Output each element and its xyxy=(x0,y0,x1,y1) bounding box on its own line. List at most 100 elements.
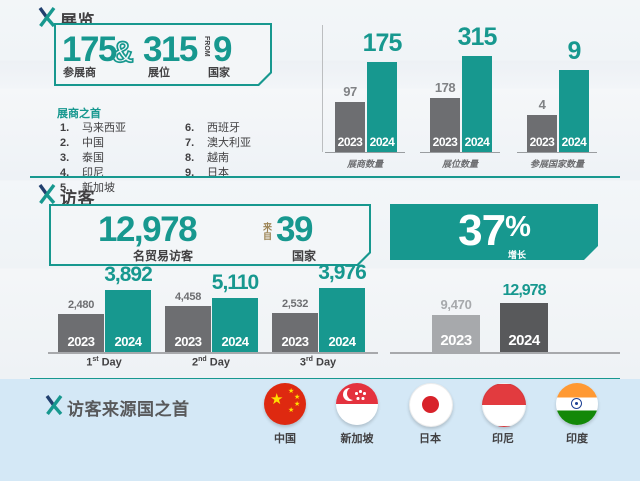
rank: 8. xyxy=(185,152,195,164)
brand-x-icon xyxy=(38,183,56,205)
flag-label: 印度 xyxy=(566,433,588,445)
origin-section-title: 访客来源国之首 xyxy=(67,400,190,419)
country-name: 新加坡 xyxy=(82,182,115,194)
top-exhibitors-col1: 1. 马来西亚 2. 中国 3. 泰国 4. 印尼 5. 新加坡 xyxy=(60,121,180,196)
country-name: 越南 xyxy=(207,152,229,164)
bar-value-2024: 3,892 xyxy=(104,263,153,286)
exhibitors-count: 175 xyxy=(62,30,117,69)
percent-sign: % xyxy=(505,211,530,243)
bar-value-2023: 2,480 xyxy=(67,299,95,311)
visitors-section-title: 访客 xyxy=(60,189,95,208)
visitor-countries-label: 国家 xyxy=(292,249,317,263)
top-exhibitors-title: 展商之首 xyxy=(57,108,101,120)
bar-value-2023: 178 xyxy=(434,80,456,95)
exhibition-summary-box xyxy=(54,23,272,86)
flag-label: 日本 xyxy=(419,433,441,445)
china-flag-icon: ★ ★ ★ ★ ★ xyxy=(264,383,306,425)
bar-value-2024: 3,976 xyxy=(318,261,367,284)
section-divider xyxy=(30,176,620,178)
bar-value-2023: 4,458 xyxy=(174,291,202,303)
ampersand: & xyxy=(111,36,134,69)
bar-year-label: 2023 xyxy=(432,135,458,149)
bar-year-label: 2023 xyxy=(67,334,95,349)
bar-2024: 2024 xyxy=(319,288,365,352)
bar-value-2024: 175 xyxy=(362,29,403,57)
bar-2023: 2023 xyxy=(165,306,211,352)
list-item: 8. 越南 xyxy=(185,151,315,166)
bar-year-label: 2024 xyxy=(508,332,540,349)
brand-x-icon xyxy=(38,6,56,28)
country-name: 澳大利亚 xyxy=(207,137,251,149)
bar-2023: 2023 xyxy=(432,315,480,352)
bar-year-label: 2023 xyxy=(440,332,472,349)
origin-section-background xyxy=(0,379,640,481)
growth-label: 增长 xyxy=(508,250,527,260)
list-item: 6. 西班牙 xyxy=(185,121,315,136)
day-label-2: 2nd Day xyxy=(165,356,257,369)
bar-value-2024: 9 xyxy=(567,37,582,65)
rank: 1. xyxy=(60,122,70,134)
singapore-stars xyxy=(359,390,362,393)
chart-caption: 参展国家数量 xyxy=(529,159,584,169)
exhibition-summary-box-inner xyxy=(56,25,270,84)
china-small-star: ★ xyxy=(288,388,295,395)
bar-2023: 2023 xyxy=(335,102,365,152)
flag-label: 印尼 xyxy=(492,433,514,445)
bar-2024: 2024 xyxy=(367,62,397,152)
day-label-3: 3rd Day xyxy=(272,356,364,369)
exhibitor-count-chart: 2023 2024 97 175 xyxy=(325,29,405,153)
list-item: 9. 日本 xyxy=(185,166,315,181)
list-item: 3. 泰国 xyxy=(60,151,180,166)
exhibitors-label: 参展商 xyxy=(63,67,96,79)
countries-label: 国家 xyxy=(208,67,230,79)
growth-number: 37 xyxy=(458,206,506,255)
rank: 2. xyxy=(60,137,70,149)
bar-2023: 2023 xyxy=(430,98,460,152)
china-small-star: ★ xyxy=(294,401,301,408)
country-name: 泰国 xyxy=(82,152,104,164)
total-visitors-count: 12,978 xyxy=(98,210,198,249)
bar-value-2024: 315 xyxy=(457,23,498,51)
countries-count: 9 xyxy=(213,30,232,69)
bar-value-2023: 2,532 xyxy=(281,298,309,310)
bar-2024: 2024 xyxy=(212,298,258,352)
bar-year-label: 2024 xyxy=(221,334,249,349)
day-number: 1 xyxy=(86,356,93,369)
growth-value: 37% xyxy=(390,209,598,253)
top-exhibitors-col2: 6. 西班牙 7. 澳大利亚 8. 越南 9. 日本 xyxy=(185,121,315,181)
country-name: 马来西亚 xyxy=(82,122,126,134)
total-visitors-chart: 2023 2024 9,470 12,978 xyxy=(390,282,620,354)
day-suffix: st xyxy=(92,356,99,363)
bar-year-label: 2024 xyxy=(464,135,490,149)
bar-year-label: 2023 xyxy=(174,334,202,349)
bar-2023: 2023 xyxy=(58,314,104,352)
rank: 4. xyxy=(60,167,70,179)
booths-label: 展位 xyxy=(148,67,170,79)
bar-2024: 2024 xyxy=(500,303,548,352)
visitor-countries-count: 39 xyxy=(276,210,313,249)
list-item: 1. 马来西亚 xyxy=(60,121,180,136)
bar-2024: 2024 xyxy=(105,290,151,352)
visitors-summary-box-inner xyxy=(51,206,369,264)
bar-value-2023: 9,470 xyxy=(440,297,472,312)
booths-count: 315 xyxy=(143,30,198,69)
vertical-divider xyxy=(322,25,323,152)
flag-label: 中国 xyxy=(274,433,296,445)
list-item: 2. 中国 xyxy=(60,136,180,151)
day-word: Day xyxy=(101,356,122,369)
brand-x-icon xyxy=(45,394,63,416)
rank: 5. xyxy=(60,182,70,194)
bar-2023: 2023 xyxy=(527,115,557,152)
singapore-flag-icon xyxy=(336,383,378,425)
day-label-1: 1st Day xyxy=(58,356,150,369)
china-big-star: ★ xyxy=(270,391,284,408)
rank: 7. xyxy=(185,137,195,149)
total-visitors-label: 名贸易访客 xyxy=(133,249,194,263)
chart-caption: 展商数量 xyxy=(346,159,383,169)
indonesia-flag-icon xyxy=(482,383,526,427)
country-name: 日本 xyxy=(207,167,229,179)
bar-year-label: 2024 xyxy=(369,135,395,149)
growth-box: 37% 增长 xyxy=(390,204,598,260)
rank: 9. xyxy=(185,167,195,179)
list-item: 7. 澳大利亚 xyxy=(185,136,315,151)
